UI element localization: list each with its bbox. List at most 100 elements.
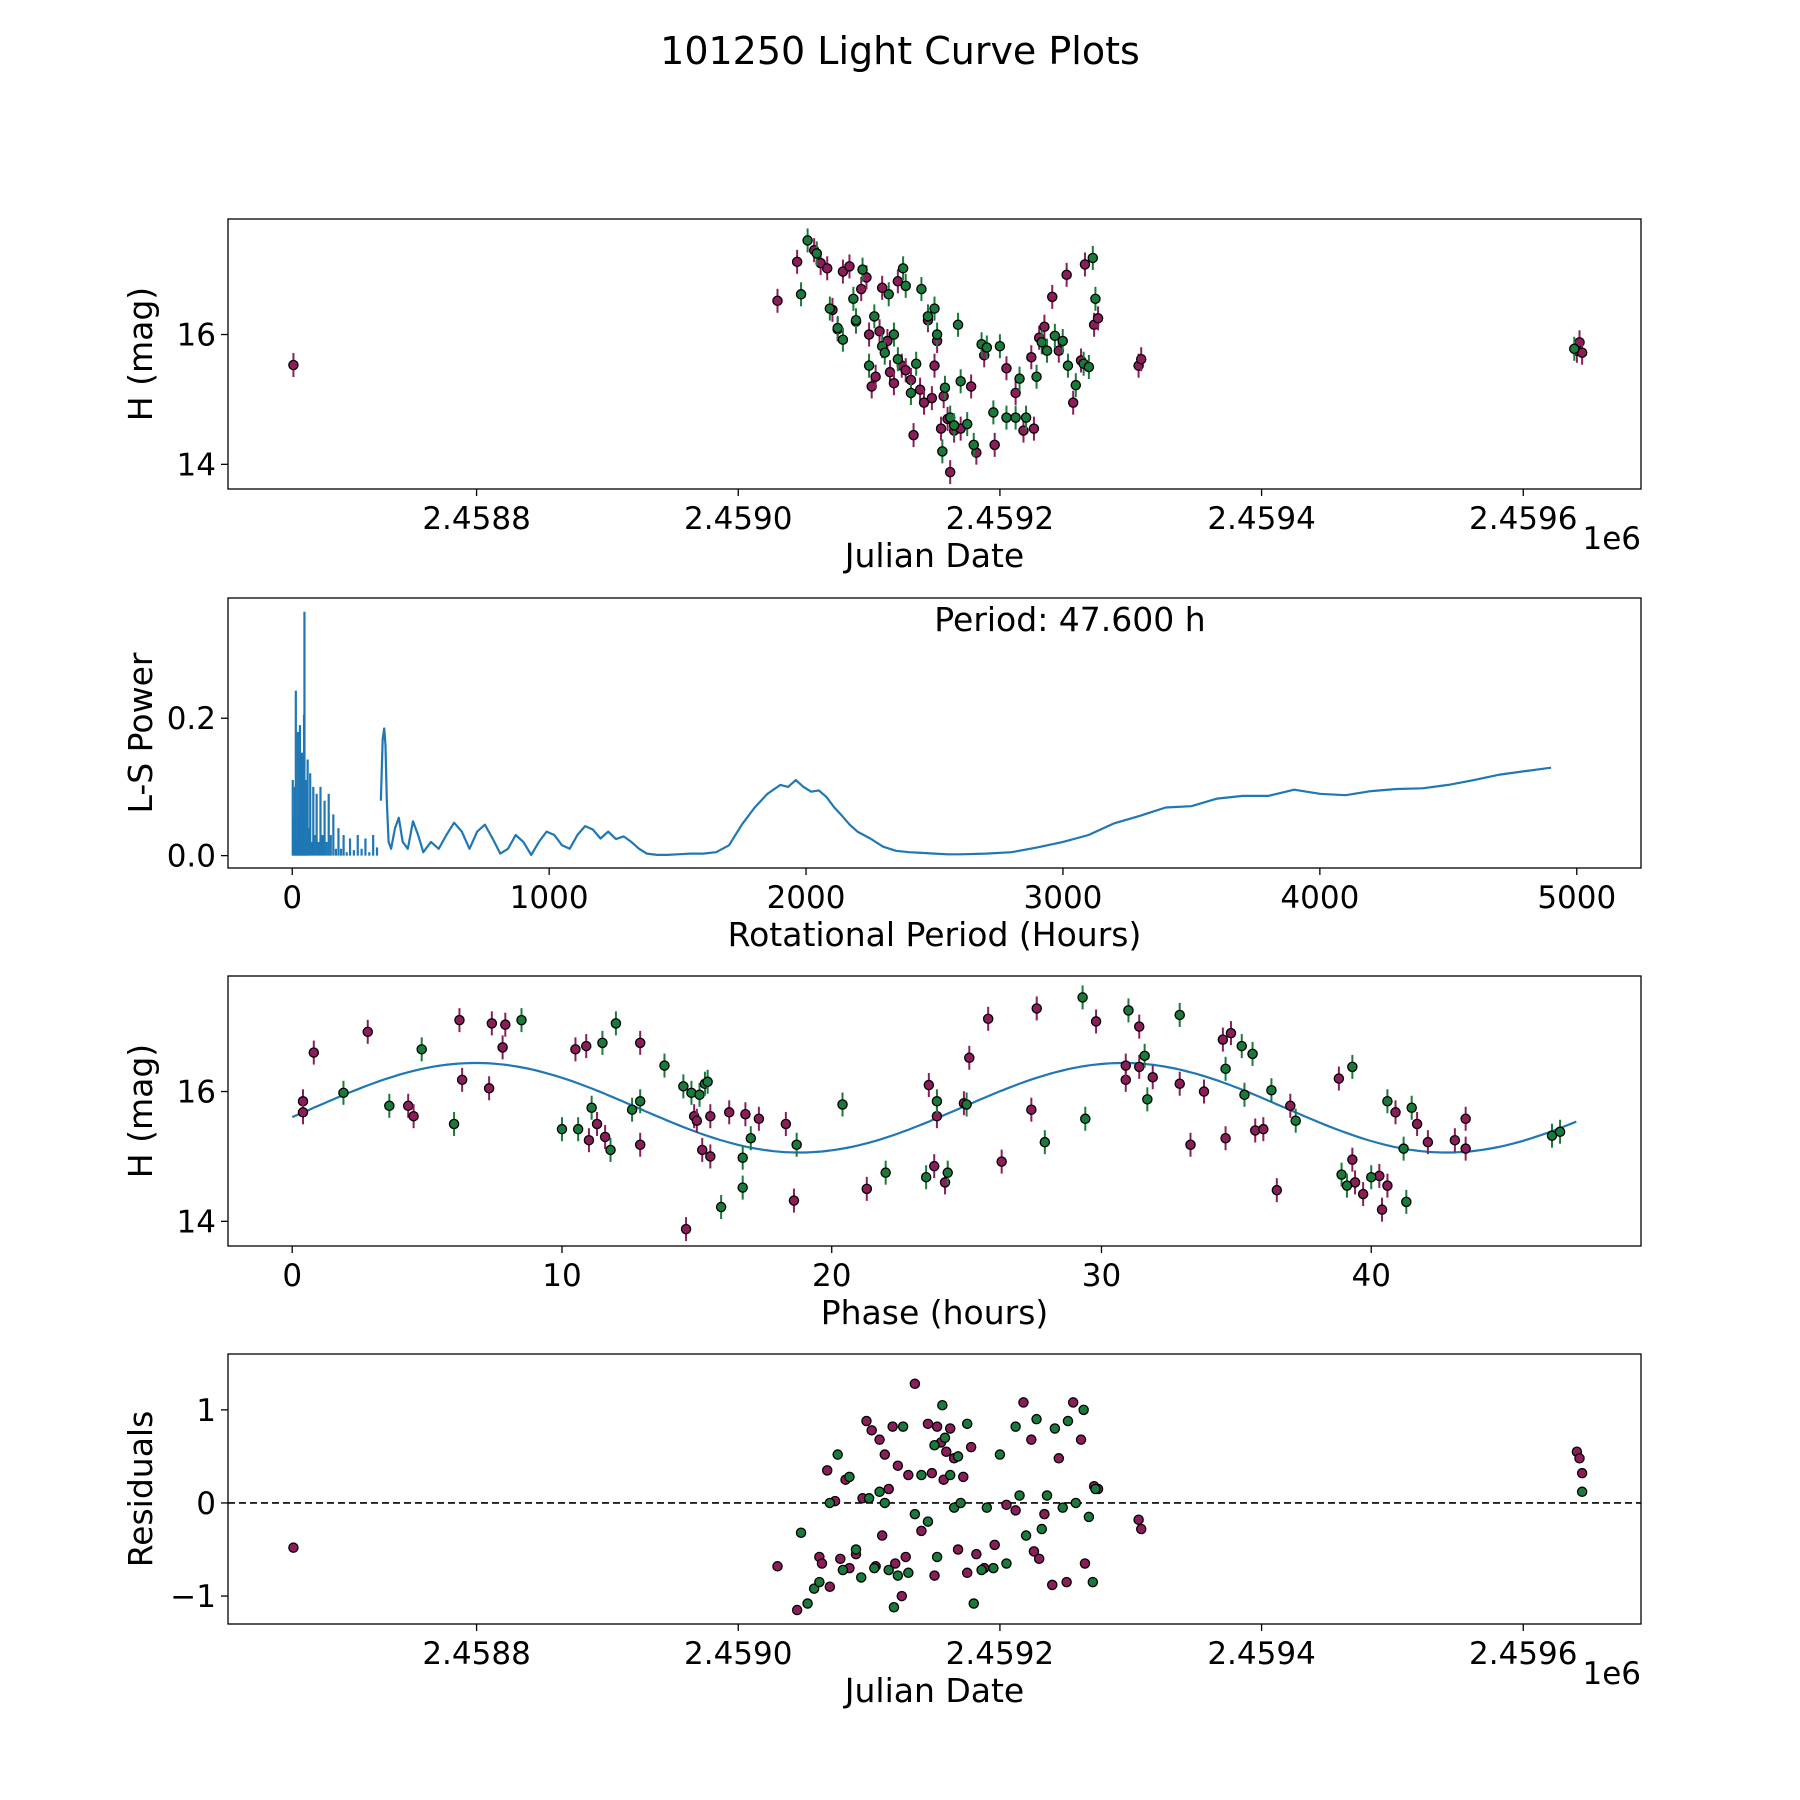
data-point-purple — [1120, 1060, 1132, 1071]
data-point-purple — [887, 1421, 898, 1432]
data-point-green — [931, 1096, 943, 1107]
data-point-purple — [1079, 259, 1091, 270]
data-point-purple — [870, 371, 881, 382]
data-point-green — [1077, 992, 1088, 1003]
data-point-purple — [1133, 1061, 1145, 1073]
data-point-green — [1290, 1115, 1301, 1126]
data-point-green — [802, 235, 813, 246]
data-point-purple — [454, 1014, 465, 1026]
data-point-green — [850, 1544, 862, 1555]
data-point-purple — [861, 1415, 872, 1427]
data-point-green — [626, 1104, 638, 1115]
data-point-purple — [634, 1139, 646, 1151]
data-point-green — [1041, 345, 1053, 357]
x-tick-label: 0 — [282, 880, 302, 916]
data-point-purple — [931, 1421, 943, 1432]
data-point-green — [1062, 1415, 1074, 1427]
data-point-purple — [1347, 1154, 1358, 1165]
data-point-green — [855, 1572, 867, 1583]
data-point-green — [916, 1469, 927, 1481]
data-point-purple — [824, 1581, 836, 1593]
data-point-purple — [1382, 1180, 1393, 1191]
data-point-purple — [816, 1558, 828, 1569]
data-point-purple — [821, 263, 833, 274]
data-point-purple — [1061, 269, 1072, 281]
plot-area — [291, 611, 1552, 856]
data-point-purple — [1135, 1523, 1147, 1535]
data-point-purple — [879, 1449, 891, 1460]
data-point-green — [1010, 1421, 1021, 1432]
data-point-green — [1398, 1143, 1409, 1154]
data-point-purple — [1026, 351, 1037, 363]
data-point-green — [824, 1497, 836, 1509]
data-point-purple — [918, 397, 930, 408]
data-point-green — [952, 319, 964, 331]
data-point-green — [909, 1508, 921, 1520]
data-point-green — [869, 311, 880, 322]
data-point-green — [892, 353, 904, 365]
data-point-green — [814, 1576, 825, 1588]
x-tick-label: 5000 — [1537, 880, 1616, 916]
data-point-green — [948, 420, 960, 431]
data-point-green — [879, 347, 891, 358]
data-point-green — [910, 358, 922, 369]
data-point-purple — [500, 1019, 511, 1030]
x-tick-label: 2.4594 — [1207, 501, 1315, 537]
data-point-green — [929, 1439, 940, 1451]
period-annotation: Period: 47.600 h — [934, 600, 1205, 639]
data-point-purple — [1067, 397, 1079, 408]
x-tick-label: 2.4596 — [1469, 1636, 1577, 1672]
data-point-green — [338, 1087, 349, 1099]
data-point-purple — [821, 1465, 833, 1476]
data-point-purple — [874, 1434, 885, 1445]
data-point-green — [1020, 412, 1032, 423]
data-point-purple — [288, 1542, 299, 1553]
data-point-green — [1001, 1558, 1012, 1569]
x-tick-label: 10 — [542, 1258, 581, 1294]
panel-phased: 0 10 20 30 40 14 16 Phase (hours) H (mag) — [121, 975, 1642, 1332]
data-point-purple — [892, 276, 904, 287]
data-point-purple — [288, 359, 299, 371]
data-point-green — [1001, 412, 1012, 423]
data-point-purple — [1028, 423, 1040, 434]
x-tick-label: 2.4588 — [422, 501, 530, 537]
data-point-green — [892, 1570, 904, 1581]
data-point-purple — [591, 1118, 603, 1130]
axes-frame — [227, 975, 1642, 1247]
data-point-green — [1365, 1171, 1377, 1183]
x-tick-label: 1000 — [510, 880, 589, 916]
data-point-purple — [791, 1604, 803, 1616]
data-point-green — [1554, 1126, 1566, 1138]
data-point-green — [1142, 1094, 1153, 1105]
data-point-purple — [1357, 1188, 1369, 1200]
x-tick-label: 2.4588 — [422, 1636, 530, 1672]
data-point-purple — [971, 1548, 982, 1560]
data-point-green — [1123, 1005, 1134, 1016]
data-point-green — [897, 263, 909, 274]
data-point-green — [1057, 335, 1068, 347]
data-point-purple — [1333, 1073, 1345, 1084]
data-point-green — [597, 1037, 608, 1049]
data-point-green — [1039, 1136, 1051, 1148]
x-tick-label: 3000 — [1024, 880, 1103, 916]
x-tick-label: 2000 — [767, 880, 846, 916]
data-point-purple — [863, 329, 875, 340]
data-point-green — [1087, 252, 1099, 264]
data-point-green — [988, 1562, 999, 1574]
data-point-purple — [1001, 1499, 1012, 1511]
data-point-purple — [861, 1183, 873, 1195]
data-point-purple — [855, 283, 867, 295]
data-point-purple — [1135, 353, 1147, 365]
data-point-purple — [844, 261, 855, 272]
y-tick-label: 14 — [177, 1204, 216, 1240]
data-point-purple — [944, 1423, 956, 1434]
data-point-green — [939, 1432, 951, 1444]
data-point-green — [837, 334, 849, 345]
data-point-green — [811, 248, 823, 259]
y-tick-label: 0.0 — [167, 839, 216, 875]
data-point-green — [1576, 1486, 1588, 1498]
data-point-purple — [1225, 1027, 1237, 1039]
data-point-purple — [1010, 387, 1021, 399]
data-point-purple — [909, 1378, 921, 1390]
